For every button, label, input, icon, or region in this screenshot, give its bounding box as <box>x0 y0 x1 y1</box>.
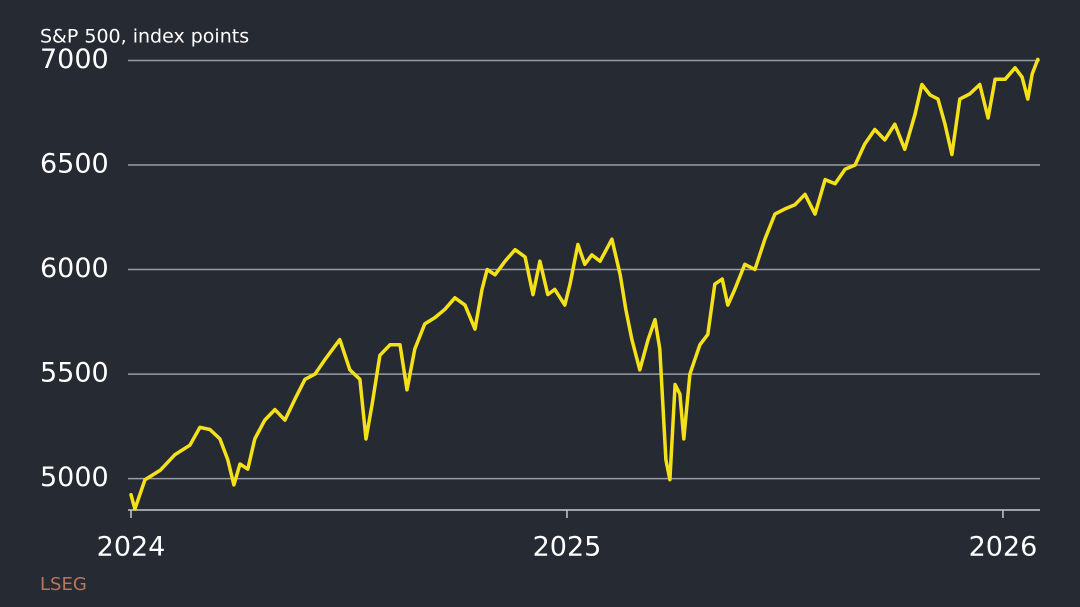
y-tick-label: 5000 <box>40 462 109 493</box>
y-tick-label: 7000 <box>40 44 109 75</box>
y-tick-label: 6000 <box>40 253 109 284</box>
line-series <box>129 57 1040 511</box>
y-tick-label: 6500 <box>40 149 109 180</box>
y-tick-label: 5500 <box>40 358 109 389</box>
x-tick-label: 2025 <box>533 532 602 563</box>
x-tick-label: 2024 <box>97 532 166 563</box>
chart-title: S&P 500, index points <box>40 26 249 48</box>
source: LSEG <box>40 574 87 595</box>
x-tick-label: 2026 <box>969 532 1038 563</box>
